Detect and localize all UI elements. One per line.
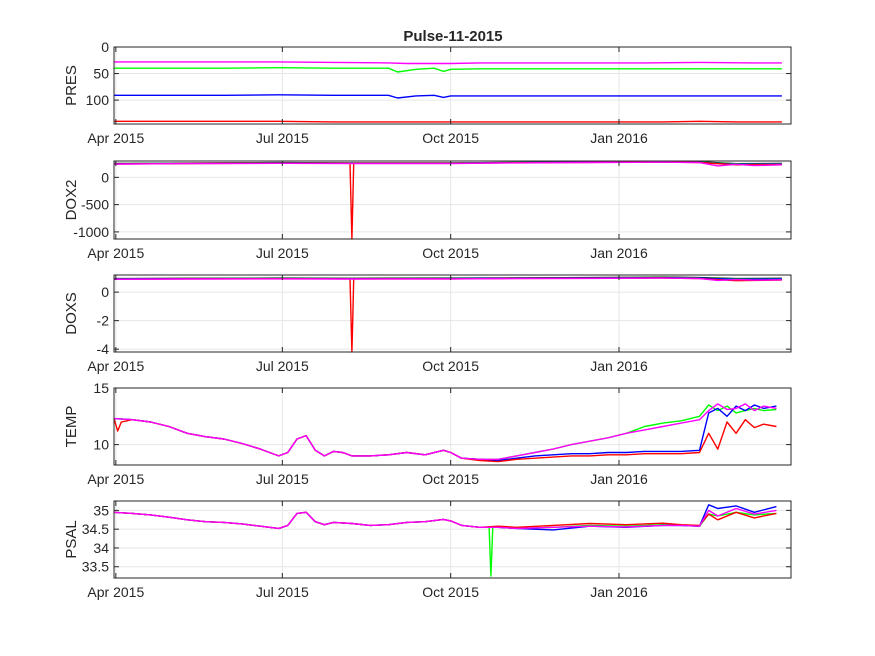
- y-tick-label: -500: [81, 197, 109, 213]
- y-tick-label: 15: [93, 380, 109, 396]
- x-tick-label: Oct 2015: [422, 358, 479, 374]
- axes-box: [113, 387, 792, 466]
- x-tick-label: Jan 2016: [590, 471, 648, 487]
- series-line-4: [113, 277, 782, 282]
- series-line-0: [114, 61, 782, 65]
- x-tick-label: Jul 2015: [256, 471, 309, 487]
- x-tick-label: Jan 2016: [590, 358, 648, 374]
- figure-title: Pulse-11-2015: [403, 28, 502, 45]
- y-tick-label: 34.5: [82, 521, 109, 537]
- x-tick-label: Jul 2015: [256, 130, 309, 146]
- y-axis-label: DOXS: [63, 292, 80, 335]
- axes-pres: Apr 2015 Jul 2015 Oct 2015 Jan 2016 0 50 100 PR…: [63, 39, 792, 146]
- axes-box: [113, 160, 792, 240]
- axes-doxs: Apr 2015 Jul 2015 Oct 2015 Jan 2016 0 -2 -4 DOX…: [63, 274, 792, 374]
- axes-box: [113, 274, 792, 353]
- x-tick-label: Apr 2015: [87, 471, 144, 487]
- y-tick-label: -1000: [73, 224, 109, 240]
- x-tick-label: Oct 2015: [422, 245, 479, 261]
- y-axis-label: DOX2: [63, 180, 80, 221]
- series-line-1: [114, 66, 782, 73]
- y-tick-label: 0: [101, 39, 109, 55]
- plot-area: [114, 388, 791, 465]
- plot-area: [114, 275, 791, 352]
- y-tick-label: 0: [101, 284, 109, 300]
- y-axis-label: TEMP: [63, 406, 80, 448]
- axes-psal: Apr 2015 Jul 2015 Oct 2015 Jan 2016 33.5 34 34…: [63, 500, 792, 600]
- y-tick-label: -2: [97, 313, 110, 329]
- y-tick-label: 10: [93, 437, 109, 453]
- x-tick-label: Apr 2015: [87, 584, 144, 600]
- y-tick-label: -4: [97, 341, 110, 357]
- series-line-4: [113, 161, 782, 167]
- x-tick-label: Jul 2015: [256, 584, 309, 600]
- axes-box: [113, 46, 792, 125]
- y-tick-label: 50: [93, 66, 109, 82]
- x-tick-label: Oct 2015: [422, 584, 479, 600]
- axes-dox2: Apr 2015 Jul 2015 Oct 2015 Jan 2016 0 -500 -10…: [63, 160, 792, 261]
- axes-box: [113, 500, 792, 579]
- plot-area: [114, 161, 791, 239]
- plot-area: [114, 501, 791, 578]
- x-tick-label: Jul 2015: [256, 358, 309, 374]
- series-line-3: [113, 403, 777, 460]
- x-tick-label: Jul 2015: [256, 245, 309, 261]
- series-line-3: [114, 120, 782, 123]
- y-tick-label: 100: [86, 92, 110, 108]
- y-axis-label: PRES: [63, 65, 80, 106]
- x-tick-label: Apr 2015: [87, 130, 144, 146]
- y-axis-label: PSAL: [63, 520, 80, 558]
- y-tick-label: 34: [93, 540, 109, 556]
- x-tick-label: Jan 2016: [590, 130, 648, 146]
- x-tick-label: Jan 2016: [590, 584, 648, 600]
- y-tick-label: 35: [93, 502, 109, 518]
- x-tick-label: Oct 2015: [422, 471, 479, 487]
- series-line-2: [114, 94, 782, 99]
- x-tick-label: Oct 2015: [422, 130, 479, 146]
- x-tick-label: Apr 2015: [87, 245, 144, 261]
- x-tick-label: Apr 2015: [87, 358, 144, 374]
- series-line-3: [113, 507, 777, 530]
- y-tick-label: 33.5: [82, 559, 109, 575]
- y-tick-label: 0: [101, 169, 109, 185]
- plot-area: [114, 47, 791, 124]
- x-tick-label: Jan 2016: [590, 245, 648, 261]
- axes-temp: Apr 2015 Jul 2015 Oct 2015 Jan 2016 10 15 TEMP: [63, 380, 792, 487]
